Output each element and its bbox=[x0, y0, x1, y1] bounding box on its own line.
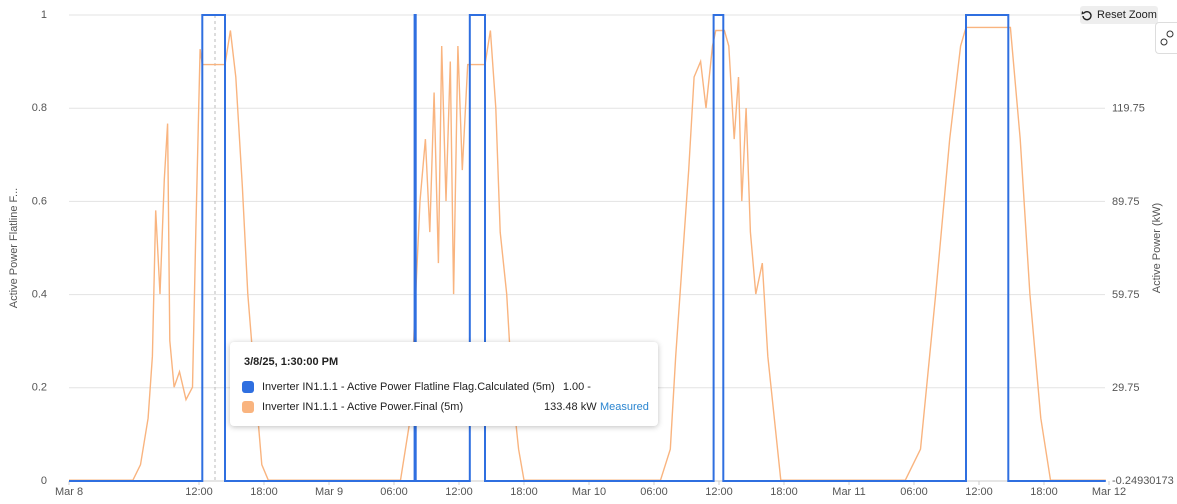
x-tick-label: 18:00 bbox=[250, 486, 278, 498]
y2-tick-label: 29.75 bbox=[1112, 382, 1140, 394]
y-tick-label: 0 bbox=[41, 475, 47, 487]
series-line bbox=[69, 26, 1106, 481]
x-tick-label: 18:00 bbox=[1030, 486, 1058, 498]
tooltip-title: 3/8/25, 1:30:00 PM bbox=[244, 356, 339, 368]
x-tick-label: 12:00 bbox=[185, 486, 213, 498]
y-tick-label: 0.6 bbox=[32, 195, 47, 207]
x-tick-label: 18:00 bbox=[770, 486, 798, 498]
tooltip-value: 133.48 kW bbox=[544, 401, 597, 413]
y-axis-title: Active Power Flatline F... bbox=[8, 188, 20, 308]
tooltip-row: Inverter IN1.1.1 - Active Power Flatline… bbox=[242, 380, 591, 394]
y2-tick-label: 59.75 bbox=[1112, 289, 1140, 301]
tooltip-value: 1.00 - bbox=[562, 381, 591, 393]
series-line bbox=[69, 14, 1106, 482]
y-tick-label: 1 bbox=[41, 9, 47, 21]
x-tick-label: Mar 9 bbox=[315, 486, 343, 498]
x-tick-label: 12:00 bbox=[965, 486, 993, 498]
y-tick-label: 0.8 bbox=[32, 102, 47, 114]
x-tick-label: 06:00 bbox=[380, 486, 408, 498]
x-tick-label: 12:00 bbox=[705, 486, 733, 498]
reset-zoom-label: Reset Zoom bbox=[1097, 9, 1157, 21]
tooltip-row: Inverter IN1.1.1 - Active Power.Final (5… bbox=[242, 400, 652, 414]
x-tick-label: Mar 12 bbox=[1092, 486, 1126, 498]
swatch bbox=[242, 381, 254, 393]
y-tick-label: 0.4 bbox=[32, 289, 47, 301]
x-tick-label: 12:00 bbox=[445, 486, 473, 498]
tooltip: 3/8/25, 1:30:00 PM Inverter IN1.1.1 - Ac… bbox=[230, 342, 658, 426]
x-tick-label: 06:00 bbox=[640, 486, 668, 498]
x-tick-label: 18:00 bbox=[510, 486, 538, 498]
reset-zoom-button[interactable]: Reset Zoom bbox=[1080, 6, 1158, 24]
series-name: Inverter IN1.1.1 - Active Power Flatline… bbox=[262, 381, 555, 393]
settings-icon bbox=[1160, 30, 1174, 46]
swatch bbox=[242, 401, 254, 413]
y2-tick-label: 119.75 bbox=[1112, 103, 1145, 115]
tooltip-status[interactable]: Measured bbox=[600, 401, 649, 413]
y2-tick-label: 89.75 bbox=[1112, 196, 1140, 208]
x-tick-label: Mar 8 bbox=[55, 486, 83, 498]
x-tick-label: Mar 10 bbox=[572, 486, 606, 498]
series-name: Inverter IN1.1.1 - Active Power.Final (5… bbox=[262, 401, 464, 413]
y2-tick-label: -0.24930173 bbox=[1112, 475, 1174, 487]
x-tick-label: 06:00 bbox=[900, 486, 928, 498]
x-tick-label: Mar 11 bbox=[832, 486, 865, 498]
reset-icon bbox=[1081, 10, 1092, 21]
y-tick-label: 0.2 bbox=[32, 382, 47, 394]
y2-axis-title: Active Power (kW) bbox=[1151, 203, 1163, 293]
settings-button[interactable] bbox=[1155, 22, 1177, 54]
